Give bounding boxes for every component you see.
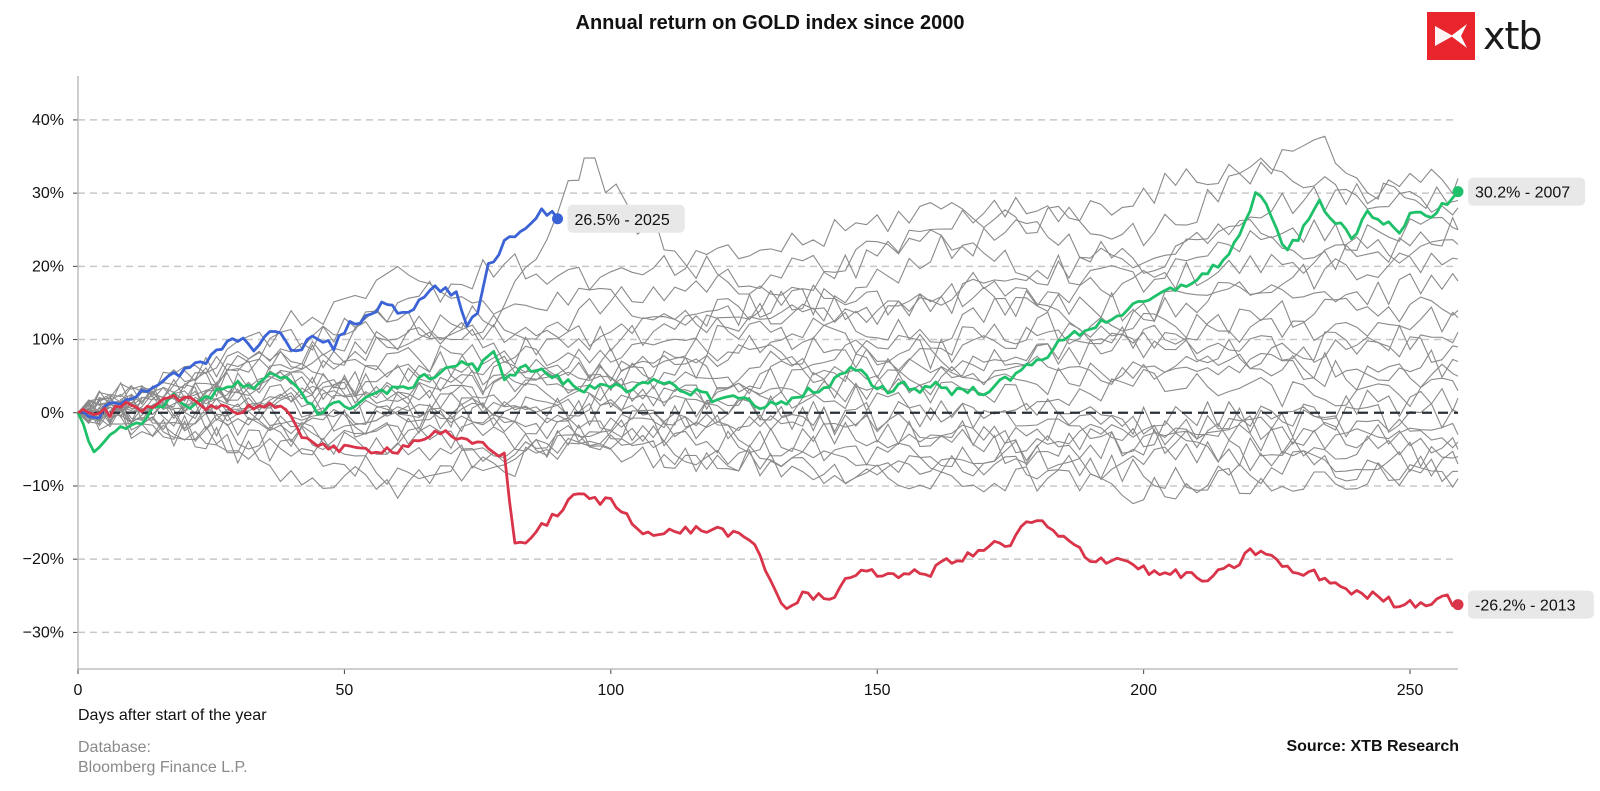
series-line: [77, 394, 1459, 611]
x-tick-label: 150: [864, 682, 891, 699]
background-series-line: [77, 216, 1459, 422]
background-series-line: [77, 157, 1459, 414]
chart-title: Annual return on GOLD index since 2000: [575, 12, 965, 34]
y-tick-label: 20%: [32, 258, 64, 275]
background-series-line: [77, 402, 1459, 485]
series-end-label: 30.2% - 2007: [1468, 177, 1586, 206]
y-tick-label: −10%: [23, 478, 64, 495]
x-axis-label: Days after start of the year: [78, 707, 267, 724]
x-tick-label: 200: [1130, 682, 1157, 699]
background-series-line: [77, 157, 1459, 414]
x-tick-label: 0: [74, 682, 83, 699]
database-label: Database: Bloomberg Finance L.P.: [78, 738, 248, 778]
highlighted-series: [76, 186, 1464, 611]
database-label-line1: Database:: [78, 739, 151, 756]
end-label-box: [567, 204, 685, 233]
background-series-line: [77, 371, 1459, 495]
xtb-logo-icon: [1427, 12, 1475, 60]
background-series-line: [77, 348, 1459, 441]
series-end-point: [1452, 599, 1464, 611]
xtb-logo-text: xtb: [1483, 14, 1543, 58]
series-end-point: [1452, 186, 1464, 198]
background-series-line: [77, 135, 1459, 416]
background-series-line: [77, 306, 1459, 418]
y-tick-label: 0%: [41, 405, 64, 422]
end-label-text: -26.2% - 2013: [1475, 598, 1576, 615]
axes: −30% −20% −10% 0% 10% 20% 30% 40% 0 50 100 150 200 25…: [23, 76, 1458, 699]
x-tick-label: 250: [1397, 682, 1424, 699]
series-end-label: 26.5% - 2025: [567, 204, 685, 233]
database-label-line2: Bloomberg Finance L.P.: [78, 759, 248, 776]
y-tick-label: 40%: [32, 112, 64, 129]
end-label-text: 30.2% - 2007: [1475, 185, 1570, 202]
background-series-line: [77, 296, 1459, 422]
end-label-box: [1468, 177, 1586, 206]
background-series-line: [77, 407, 1459, 505]
background-series: [77, 135, 1459, 505]
y-tick-label: 30%: [32, 185, 64, 202]
background-series-line: [77, 363, 1459, 454]
end-labels: 26.5% - 2025 30.2% - 2007 -26.2% - 2013: [567, 177, 1594, 619]
source-label: Source: XTB Research: [1286, 738, 1459, 755]
x-tick-label: 100: [597, 682, 624, 699]
y-tick-label: 10%: [32, 332, 64, 349]
series-end-point: [552, 213, 564, 225]
series-line: [76, 190, 1460, 454]
background-series-line: [77, 353, 1459, 442]
series-end-label: -26.2% - 2013: [1468, 590, 1594, 619]
background-series-line: [77, 387, 1459, 454]
background-series-line: [77, 252, 1459, 430]
background-series-line: [77, 362, 1459, 425]
xtb-logo: xtb: [1427, 12, 1543, 60]
background-series-line: [77, 384, 1459, 440]
background-series-line: [77, 185, 1459, 414]
series-line: [77, 207, 559, 420]
x-tick-label: 50: [336, 682, 354, 699]
end-label-text: 26.5% - 2025: [575, 212, 670, 229]
y-tick-label: −20%: [23, 551, 64, 568]
y-tick-label: −30%: [23, 624, 64, 641]
background-series-line: [77, 406, 1459, 481]
background-series-line: [77, 406, 1459, 489]
background-series-line: [77, 236, 1459, 414]
end-label-box: [1468, 590, 1594, 619]
